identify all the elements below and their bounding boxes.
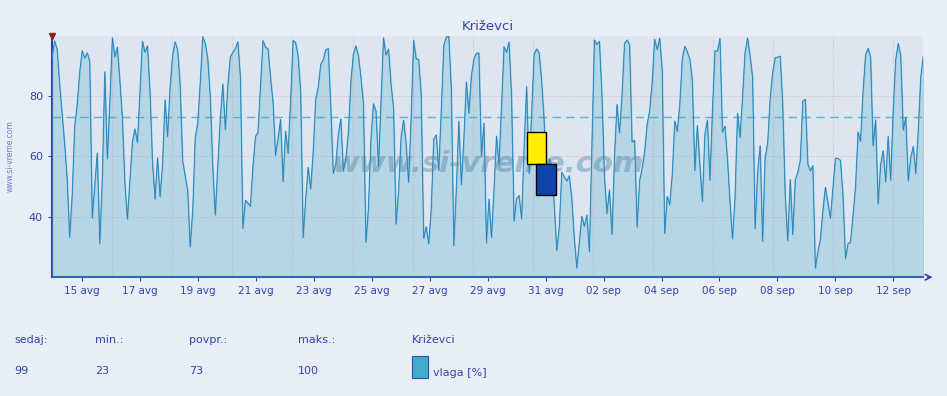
Text: Križevci: Križevci xyxy=(412,335,456,345)
Text: povpr.:: povpr.: xyxy=(189,335,227,345)
Text: 99: 99 xyxy=(14,366,28,376)
Text: www.si-vreme.com: www.si-vreme.com xyxy=(6,120,15,192)
Text: www.si-vreme.com: www.si-vreme.com xyxy=(332,150,643,178)
Text: 73: 73 xyxy=(189,366,204,376)
FancyBboxPatch shape xyxy=(527,132,546,164)
Title: Križevci: Križevci xyxy=(461,20,514,33)
Text: sedaj:: sedaj: xyxy=(14,335,47,345)
FancyBboxPatch shape xyxy=(537,164,556,195)
Text: 100: 100 xyxy=(298,366,319,376)
Text: min.:: min.: xyxy=(95,335,123,345)
Text: vlaga [%]: vlaga [%] xyxy=(433,368,487,378)
Text: 23: 23 xyxy=(95,366,109,376)
Text: maks.:: maks.: xyxy=(298,335,335,345)
